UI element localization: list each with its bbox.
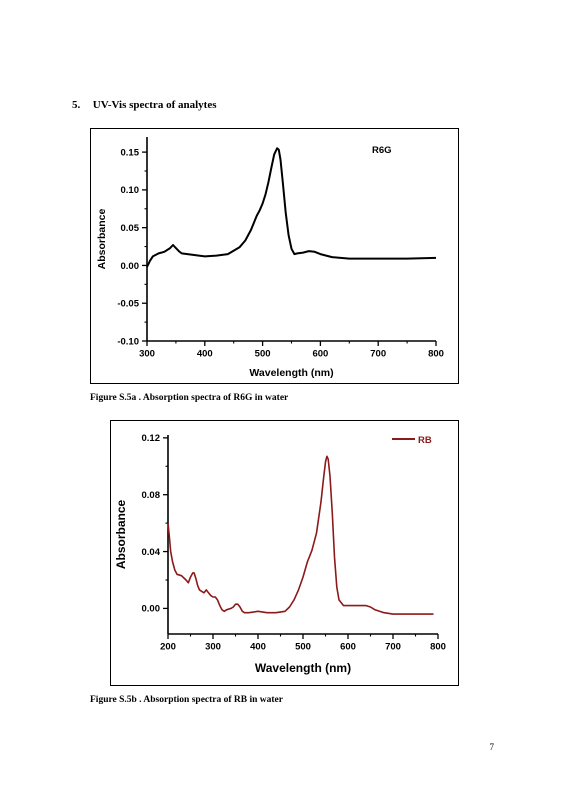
y-tick-label: 0.15 [121,147,140,158]
y-tick-label: 0.05 [121,223,140,234]
section-title: UV-Vis spectra of analytes [92,99,217,111]
x-tick-label: 600 [312,349,328,360]
series-label: R6G [372,145,392,156]
x-tick-label: 600 [340,642,356,653]
y-tick-label: 0.00 [121,261,140,272]
y-tick-label: 0.10 [121,185,140,196]
y-tick-label: 0.00 [142,604,161,615]
x-tick-label: 800 [428,349,444,360]
page-number: 7 [489,742,495,752]
x-tick-label: 500 [295,642,311,653]
figure-rb: 200 300 400 500 600 700 800 0.00 0.04 0.08 0.12 Wav… [110,420,459,686]
x-axis-title: Wavelength (nm) [249,367,333,379]
r6g-absorption-chart: 300 400 500 600 700 800 -0.10 -0.05 0.00 0.05 0.10… [96,137,444,379]
y-tick-label: 0.08 [142,490,161,501]
figure-a-caption: Figure S.5a . Absorption spectra of R6G … [90,393,289,403]
y-tick-label: -0.05 [117,299,139,310]
section-number: 5. [72,99,81,111]
rb-absorption-chart: 200 300 400 500 600 700 800 0.00 0.04 0.08 0.12 Wav… [114,433,446,675]
y-axis-title: Absorbance [96,209,108,270]
x-tick-label: 300 [139,349,155,360]
x-tick-label: 500 [255,349,271,360]
legend-label: RB [418,435,432,446]
x-tick-label: 700 [385,642,401,653]
section-heading: 5. UV-Vis spectra of analytes [72,99,216,111]
x-axis-title: Wavelength (nm) [255,661,351,675]
y-tick-label: -0.10 [117,336,139,347]
spectrum-line [146,147,437,268]
x-tick-label: 400 [250,642,266,653]
y-tick-label: 0.04 [142,547,161,558]
y-axis-title: Absorbance [114,500,128,570]
x-tick-label: 300 [205,642,221,653]
x-tick-label: 800 [430,642,446,653]
x-tick-label: 400 [197,349,213,360]
spectrum-line [167,455,434,615]
figure-b-caption: Figure S.5b . Absorption spectra of RB i… [90,695,283,705]
figure-r6g: 300 400 500 600 700 800 -0.10 -0.05 0.00 0.05 0.10… [90,128,459,384]
x-tick-label: 700 [370,349,386,360]
y-tick-label: 0.12 [142,433,161,444]
x-tick-label: 200 [160,642,176,653]
